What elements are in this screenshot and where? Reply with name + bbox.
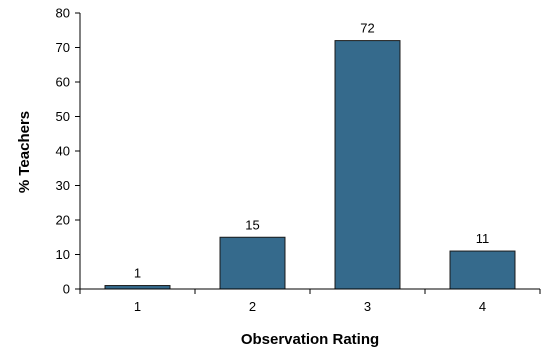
bar-rating-4 xyxy=(449,250,516,290)
y-tick-label: 0 xyxy=(63,282,70,297)
bar-rating-1 xyxy=(104,285,171,290)
y-axis-title: % Teachers xyxy=(16,111,33,193)
y-tick-label: 20 xyxy=(56,213,70,228)
y-tick-label: 70 xyxy=(56,40,70,55)
bar-data-label: 1 xyxy=(134,266,141,281)
x-tick-label: 3 xyxy=(364,299,371,314)
y-tick-label: 60 xyxy=(56,75,70,90)
y-tick-label: 50 xyxy=(56,109,70,124)
x-tick-label: 1 xyxy=(134,299,141,314)
bar-data-label: 72 xyxy=(360,21,374,36)
y-tick-label: 30 xyxy=(56,178,70,193)
bar-data-label: 15 xyxy=(245,217,259,232)
y-tick-label: 10 xyxy=(56,247,70,262)
y-axis-ticks: 0 10 20 30 40 50 60 70 80 xyxy=(56,6,80,297)
bar-data-label: 11 xyxy=(476,231,490,246)
x-axis-ticks: 1 2 3 4 xyxy=(79,289,541,314)
x-tick-label: 4 xyxy=(479,299,486,314)
x-tick-label: 2 xyxy=(249,299,256,314)
x-axis-title: Observation Rating xyxy=(241,331,379,348)
bars: 1 15 72 11 xyxy=(104,21,516,290)
bar-rating-3 xyxy=(334,40,401,290)
y-tick-label: 40 xyxy=(56,144,70,159)
bar-rating-2 xyxy=(219,236,286,290)
y-tick-label: 80 xyxy=(56,6,70,21)
